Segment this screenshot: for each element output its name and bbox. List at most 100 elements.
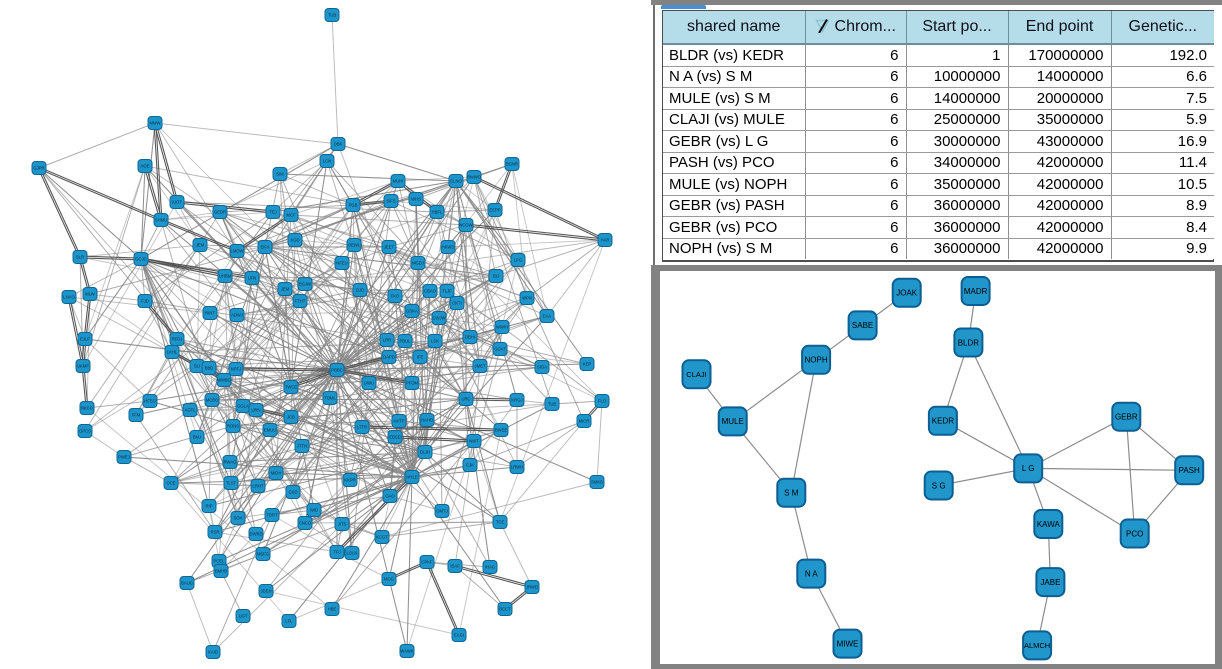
svg-text:JMET: JMET xyxy=(475,364,486,369)
svg-text:AKTP: AKTP xyxy=(394,419,405,424)
svg-text:BCCT: BCCT xyxy=(499,607,511,612)
svg-text:DWRD: DWRD xyxy=(249,532,262,537)
svg-text:KAWA: KAWA xyxy=(1037,520,1061,529)
svg-text:ALMCH: ALMCH xyxy=(1024,641,1050,650)
svg-text:BGNR: BGNR xyxy=(506,162,518,167)
svg-text:TEJ: TEJ xyxy=(269,210,276,215)
svg-text:PWEJ: PWEJ xyxy=(118,455,130,460)
svg-text:S G: S G xyxy=(932,481,946,490)
svg-text:MULE: MULE xyxy=(722,417,744,426)
svg-text:SHMU: SHMU xyxy=(155,218,167,223)
svg-text:UKMF: UKMF xyxy=(77,364,89,369)
svg-text:AOTL: AOTL xyxy=(185,408,197,413)
svg-text:NFEU: NFEU xyxy=(336,261,347,266)
svg-text:PCO: PCO xyxy=(1126,529,1143,538)
svg-text:UFN: UFN xyxy=(248,276,257,281)
svg-text:HFEO: HFEO xyxy=(144,399,156,404)
svg-text:MSFG: MSFG xyxy=(257,552,269,557)
svg-text:DBHI: DBHI xyxy=(465,335,475,340)
svg-text:DLJH: DLJH xyxy=(420,450,430,455)
svg-text:DAPD: DAPD xyxy=(383,355,395,360)
svg-text:OCE: OCE xyxy=(166,481,175,486)
svg-text:TLJF: TLJF xyxy=(442,289,452,294)
svg-text:GEBR: GEBR xyxy=(1115,413,1138,422)
svg-text:GOAT: GOAT xyxy=(494,347,506,352)
svg-text:MADR: MADR xyxy=(964,287,988,296)
svg-text:URN: URN xyxy=(251,408,260,413)
svg-text:RWWO: RWWO xyxy=(467,175,482,180)
svg-text:MGDJ: MGDJ xyxy=(412,261,424,266)
svg-text:IHAG: IHAG xyxy=(485,565,495,570)
svg-text:PBUL: PBUL xyxy=(400,339,412,344)
svg-text:CWJW: CWJW xyxy=(432,316,445,321)
svg-text:JABE: JABE xyxy=(1040,578,1060,587)
svg-text:GEDR: GEDR xyxy=(214,210,226,215)
svg-text:HOE: HOE xyxy=(140,164,149,169)
svg-text:L G: L G xyxy=(1022,464,1035,473)
svg-text:MOG: MOG xyxy=(384,577,394,582)
svg-text:IFE: IFE xyxy=(417,355,424,360)
svg-text:SOH: SOH xyxy=(233,516,242,521)
svg-text:UWU: UWU xyxy=(364,381,374,386)
svg-text:WPN: WPN xyxy=(522,296,532,301)
svg-text:LCN: LCN xyxy=(323,159,331,164)
svg-text:NOPH: NOPH xyxy=(805,356,828,365)
svg-text:TLST: TLST xyxy=(226,481,237,486)
svg-text:HAHO: HAHO xyxy=(421,418,434,423)
svg-text:JITS: JITS xyxy=(338,522,347,527)
svg-text:KRGJ: KRGJ xyxy=(511,398,522,403)
svg-text:KEDR: KEDR xyxy=(932,417,954,426)
svg-text:TUB: TUB xyxy=(548,402,557,407)
svg-text:SIOA: SIOA xyxy=(537,365,547,370)
svg-text:DJO: DJO xyxy=(356,288,365,293)
svg-text:BLDR: BLDR xyxy=(958,338,980,347)
svg-text:CJK: CJK xyxy=(466,463,474,468)
svg-text:UHBM: UHBM xyxy=(219,274,232,279)
svg-text:PBBC: PBBC xyxy=(331,368,342,373)
svg-text:BIJ: BIJ xyxy=(493,274,499,279)
svg-text:TDRT: TDRT xyxy=(266,513,278,518)
svg-text:PFOM: PFOM xyxy=(406,381,419,386)
svg-text:S M: S M xyxy=(784,489,799,498)
svg-text:MCBO: MCBO xyxy=(206,398,219,403)
svg-text:GAO: GAO xyxy=(385,494,395,499)
svg-text:LRHT: LRHT xyxy=(253,484,264,489)
svg-text:UGT: UGT xyxy=(239,614,248,619)
svg-text:SABE: SABE xyxy=(852,321,873,330)
svg-text:KAID: KAID xyxy=(208,650,218,655)
svg-text:BKU: BKU xyxy=(193,435,202,440)
svg-text:BSJW: BSJW xyxy=(299,282,311,287)
svg-text:WHS: WHS xyxy=(411,197,421,202)
svg-text:NCGW: NCGW xyxy=(459,223,472,228)
svg-text:RWAG: RWAG xyxy=(224,460,237,465)
svg-text:FLO: FLO xyxy=(598,399,607,404)
svg-text:URC: URC xyxy=(461,397,470,402)
svg-text:JDEN: JDEN xyxy=(261,589,272,594)
svg-text:TFJ: TFJ xyxy=(333,550,340,555)
svg-text:LKHL: LKHL xyxy=(167,350,178,355)
svg-text:WMBG: WMBG xyxy=(217,378,231,383)
svg-text:ISAF: ISAF xyxy=(450,564,460,569)
svg-text:PGB: PGB xyxy=(349,203,358,208)
svg-text:WIWH: WIWH xyxy=(496,325,508,330)
svg-text:NWT: NWT xyxy=(469,439,479,444)
svg-text:SLI: SLI xyxy=(194,364,200,369)
svg-text:HKWD: HKWD xyxy=(442,245,455,250)
svg-text:LMOW: LMOW xyxy=(230,249,243,254)
svg-text:GSKA: GSKA xyxy=(406,309,418,314)
svg-text:HBFL: HBFL xyxy=(432,210,443,215)
svg-text:CBAO: CBAO xyxy=(424,289,437,294)
svg-text:RFDJ: RFDJ xyxy=(172,337,183,342)
svg-text:LFL: LFL xyxy=(285,619,293,624)
svg-text:JEET: JEET xyxy=(384,245,395,250)
svg-text:MLW: MLW xyxy=(85,292,95,297)
svg-text:LRWH: LRWH xyxy=(511,465,523,470)
svg-text:SLR: SLR xyxy=(76,255,84,260)
svg-text:JEM: JEM xyxy=(281,287,290,292)
svg-text:LOLN: LOLN xyxy=(347,551,358,556)
svg-text:IUOT: IUOT xyxy=(172,200,182,205)
svg-text:LTTR: LTTR xyxy=(357,425,367,430)
svg-text:CNCO: CNCO xyxy=(299,521,312,526)
svg-text:MCF: MCF xyxy=(286,213,296,218)
svg-text:LNAO: LNAO xyxy=(63,295,75,300)
